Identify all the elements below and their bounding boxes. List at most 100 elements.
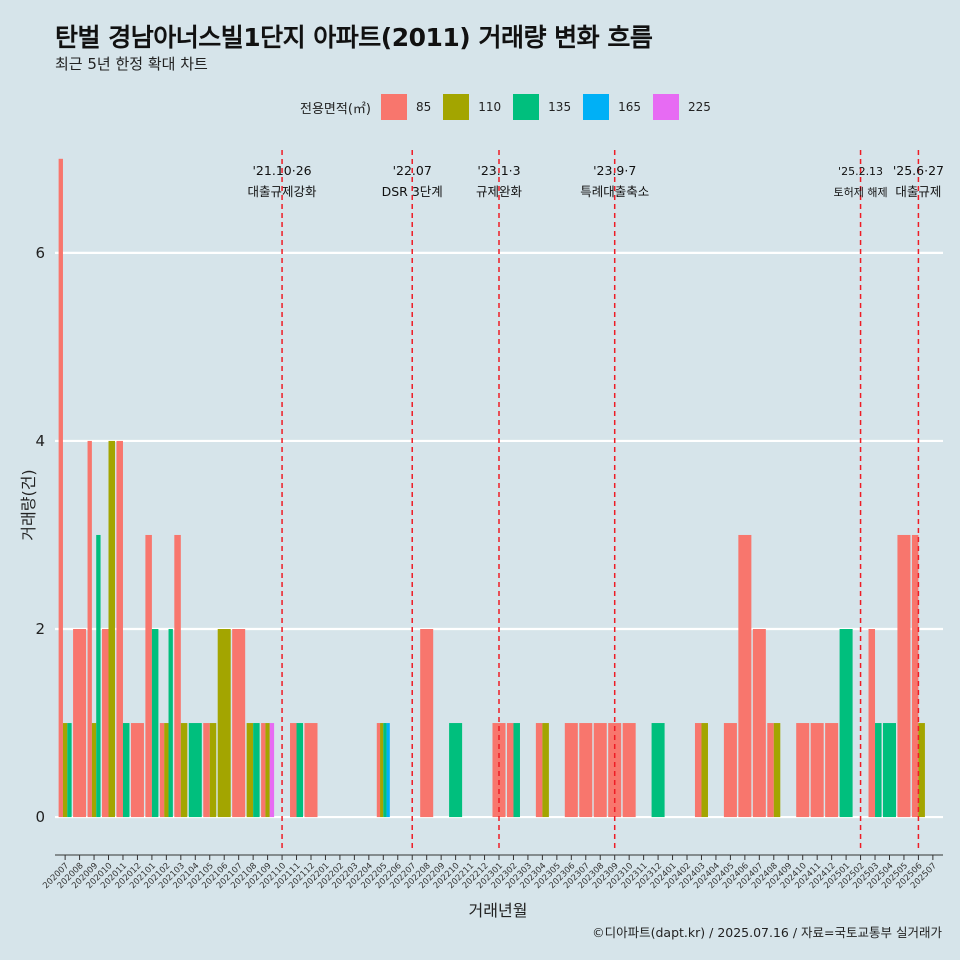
y-tick-label-4: 4 [35,432,45,450]
bar-202108-135 [253,723,260,818]
bars [58,158,925,818]
legend-label-85: 85 [415,100,432,114]
y-tick-label-0: 0 [35,808,45,826]
bar-202408-85 [767,723,774,818]
legend-swatch-225 [652,94,679,120]
bar-202010-85 [102,629,109,818]
bar-202010-110 [108,440,116,818]
x-axis-label: 거래년월 [468,901,528,920]
bar-202107-85 [232,629,246,818]
legend-item-110: 110 [443,94,501,120]
bar-202106-110 [217,629,231,818]
bar-202102-110 [164,723,169,818]
bar-202103-110 [180,723,188,818]
bar-202310-85 [622,723,636,818]
bar-202412-85 [825,723,839,818]
legend-label-165: 165 [618,100,641,114]
bar-202304-110 [542,723,549,818]
caption: ©디아파트(dapt.kr) / 2025.07.16 / 자료=국토교통부 실… [592,925,942,940]
bar-202109-110 [265,723,270,818]
bar-202109-85 [261,723,266,818]
legend: 전용면적(㎡) 85 110 135 165 225 [300,93,723,121]
bar-202503-85 [868,629,876,818]
bar-202501-135 [839,629,853,818]
bar-202011-85 [116,440,123,818]
bar-202505-85 [897,534,911,818]
bar-202101-135 [151,629,159,818]
bar-202312-135 [651,723,665,818]
bar-202009-85 [87,440,92,818]
bar-202102-135 [168,629,173,818]
y-tick-label-6: 6 [35,244,45,262]
event-label-3: 특례대출축소 [580,184,649,199]
bar-202109-225 [269,723,275,818]
bar-202101-85 [145,534,152,818]
bar-202007-110 [62,723,68,818]
legend-swatch-135 [513,94,540,120]
event-date-2: '23.1·3 [477,163,520,178]
legend-swatch-165 [583,94,610,120]
bar-202205-110 [380,723,384,818]
legend-label-225: 225 [687,100,711,114]
bar-202112-85 [304,723,318,818]
legend-item-165: 165 [583,94,641,120]
bar-202309-85 [608,723,622,818]
bar-202104-135 [188,723,202,818]
event-label-1: DSR 3단계 [382,184,443,199]
event-date-1: '22.07 [393,163,432,178]
bar-202103-85 [174,534,181,818]
bar-202407-85 [752,629,766,818]
event-date-4: '25.2.13 [838,165,883,178]
bar-202410-85 [796,723,810,818]
bar-202307-85 [579,723,593,818]
event-annotations: '21.10·26 대출규제강화 '22.07 DSR 3단계 '23.1·3 규제완화 '… [248,163,944,199]
bar-202105-110 [209,723,217,818]
bar-202406-85 [738,534,752,818]
legend-label-110: 110 [478,100,502,114]
bar-202012-85 [130,723,144,818]
event-label-4: 토허제 해제 [834,185,888,199]
legend-item-225: 225 [652,94,711,120]
bar-202411-85 [810,723,824,818]
bar-202503-135 [875,723,882,818]
y-tick-label-2: 2 [35,620,45,638]
legend-swatch-85 [380,94,407,120]
bar-202111-135 [296,723,304,818]
bar-202108-110 [246,723,254,818]
legend-swatch-110 [443,94,470,120]
bar-202403-110 [701,723,708,818]
bar-202403-85 [694,723,702,818]
chart-title: 탄벌 경남아너스빌1단지 아파트(2011) 거래량 변화 흐름 [55,23,653,52]
event-label-5: 대출규제 [895,184,941,199]
bar-202504-135 [882,723,896,818]
bar-202102-85 [159,723,165,818]
bar-202506-110 [918,723,925,818]
bar-202208-85 [420,629,434,818]
bar-202308-85 [593,723,607,818]
y-axis: 0 2 4 6 [35,244,45,826]
legend-label-135: 135 [548,100,572,114]
bar-202007-85 [58,158,63,818]
bar-202408-110 [773,723,781,818]
bar-202011-135 [122,723,130,818]
bar-202205-135 [383,723,387,818]
bar-202009-135 [96,534,101,818]
bar-202302-85 [506,723,514,818]
event-date-0: '21.10·26 [253,163,312,178]
bar-202007-135 [67,723,72,818]
bar-202302-135 [513,723,520,818]
bar-202008-85 [73,629,87,818]
bar-202009-110 [91,723,97,818]
legend-item-135: 135 [513,94,571,120]
event-date-3: '23.9·7 [593,163,636,178]
bar-202301-85 [492,723,506,818]
event-label-0: 대출규제강화 [248,184,318,199]
bar-202205-165 [386,723,390,818]
y-axis-label: 거래량(건) [19,469,38,541]
bar-202111-85 [290,723,297,818]
chart-subtitle: 최근 5년 한정 확대 차트 [55,55,208,73]
legend-title: 전용면적(㎡) [300,101,371,117]
bar-202105-85 [203,723,210,818]
event-date-5: '25.6·27 [893,163,944,178]
